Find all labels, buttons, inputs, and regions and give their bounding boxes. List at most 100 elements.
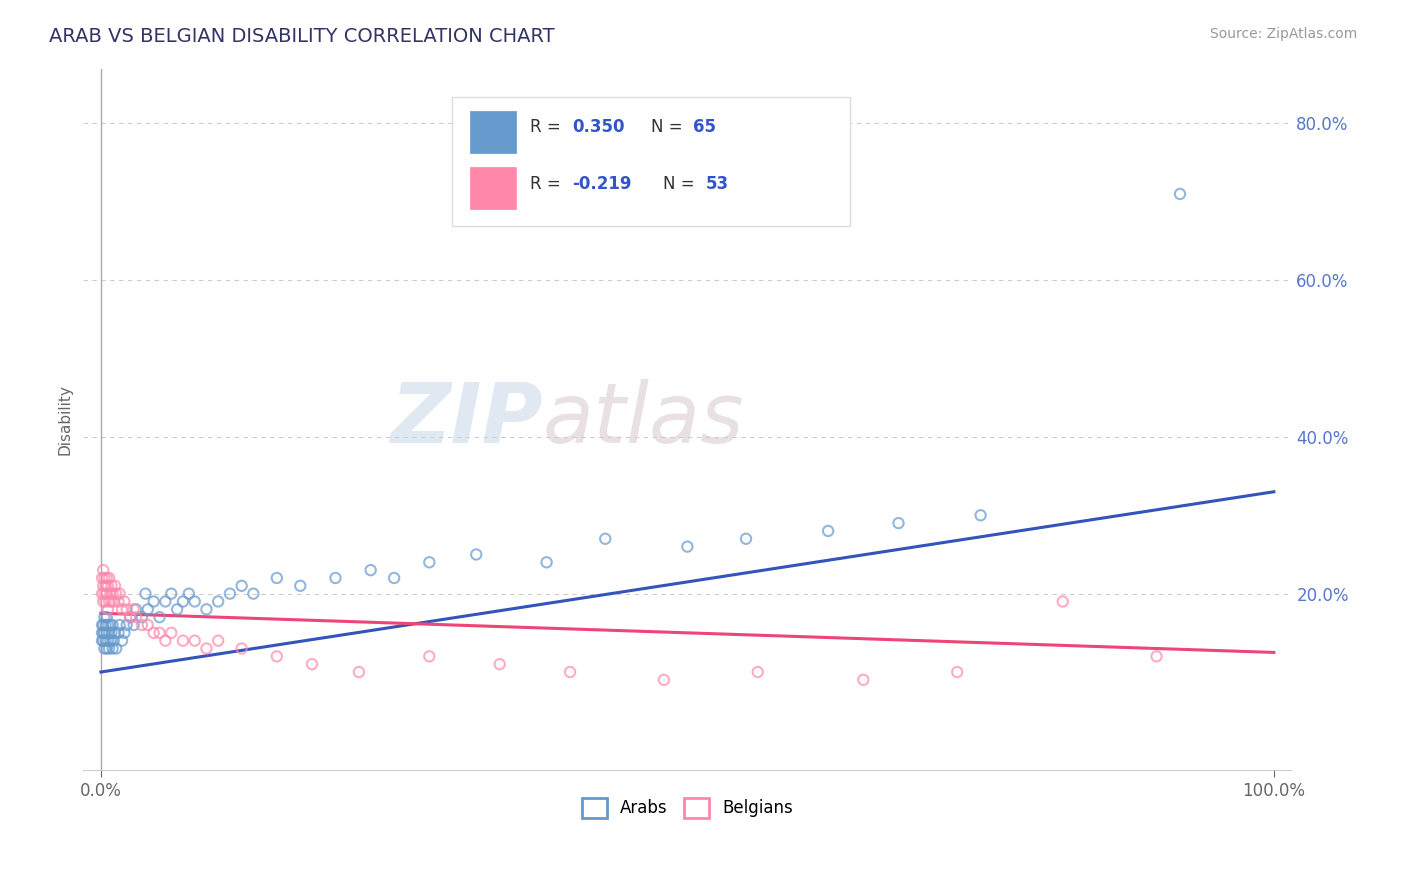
Point xyxy=(172,633,194,648)
Point xyxy=(105,587,128,601)
Point xyxy=(93,587,115,601)
Point xyxy=(97,579,120,593)
Point xyxy=(103,633,125,648)
Point xyxy=(91,594,114,608)
Text: R =: R = xyxy=(530,118,567,136)
Point xyxy=(93,610,115,624)
Point xyxy=(131,618,153,632)
Point xyxy=(98,571,121,585)
Point xyxy=(593,532,616,546)
Point xyxy=(134,587,156,601)
Point xyxy=(969,508,991,523)
Point xyxy=(1168,186,1191,201)
Point xyxy=(131,610,153,624)
Point xyxy=(98,625,121,640)
Point xyxy=(160,587,183,601)
Point xyxy=(160,625,183,640)
Point xyxy=(98,618,121,632)
Point xyxy=(108,618,131,632)
Point xyxy=(105,641,128,656)
Point xyxy=(104,579,127,593)
Point xyxy=(219,587,242,601)
Point xyxy=(100,625,122,640)
Point xyxy=(91,633,114,648)
Point xyxy=(93,571,115,585)
Point xyxy=(111,633,134,648)
Point xyxy=(290,579,312,593)
Point xyxy=(747,665,769,679)
Point xyxy=(111,602,134,616)
Point xyxy=(91,587,114,601)
Text: 65: 65 xyxy=(693,118,717,136)
Point xyxy=(94,579,117,593)
Point xyxy=(96,641,118,656)
Point xyxy=(142,594,165,608)
Point xyxy=(148,610,170,624)
Point xyxy=(97,602,120,616)
Point xyxy=(155,633,177,648)
Point xyxy=(125,610,148,624)
Point xyxy=(98,587,121,601)
Point xyxy=(465,548,488,562)
Point xyxy=(183,633,205,648)
Point xyxy=(104,625,127,640)
Point xyxy=(91,625,114,640)
Text: R =: R = xyxy=(530,175,567,194)
Point xyxy=(301,657,323,672)
Point xyxy=(112,625,135,640)
Point xyxy=(94,594,117,608)
Point xyxy=(91,625,114,640)
FancyBboxPatch shape xyxy=(470,167,516,209)
Point xyxy=(183,594,205,608)
Point xyxy=(91,633,114,648)
Text: -0.219: -0.219 xyxy=(572,175,633,194)
Point xyxy=(325,571,347,585)
Point xyxy=(136,602,159,616)
Point xyxy=(676,540,699,554)
Point xyxy=(98,641,121,656)
Point xyxy=(91,618,114,632)
Text: ARAB VS BELGIAN DISABILITY CORRELATION CHART: ARAB VS BELGIAN DISABILITY CORRELATION C… xyxy=(49,27,555,45)
Point xyxy=(207,594,229,608)
Point xyxy=(115,602,138,616)
Text: atlas: atlas xyxy=(543,379,744,459)
Point xyxy=(735,532,758,546)
Point xyxy=(96,610,118,624)
Point xyxy=(98,594,121,608)
Point xyxy=(207,633,229,648)
Point xyxy=(100,579,122,593)
Point xyxy=(946,665,969,679)
Point xyxy=(887,516,910,530)
Point xyxy=(231,641,253,656)
Point xyxy=(96,587,118,601)
Point xyxy=(652,673,675,687)
Point xyxy=(172,594,194,608)
Point xyxy=(418,555,440,569)
Text: Source: ZipAtlas.com: Source: ZipAtlas.com xyxy=(1209,27,1357,41)
Legend: Arabs, Belgians: Arabs, Belgians xyxy=(575,791,800,825)
Point xyxy=(148,625,170,640)
Point xyxy=(136,618,159,632)
Text: 53: 53 xyxy=(706,175,728,194)
Point xyxy=(142,625,165,640)
Y-axis label: Disability: Disability xyxy=(58,384,72,455)
Point xyxy=(852,673,875,687)
Point xyxy=(94,633,117,648)
Point xyxy=(91,618,114,632)
Point xyxy=(91,563,114,577)
Point xyxy=(93,641,115,656)
Text: N =: N = xyxy=(651,118,688,136)
Point xyxy=(97,618,120,632)
Text: N =: N = xyxy=(664,175,700,194)
Point xyxy=(177,587,200,601)
Point xyxy=(536,555,558,569)
Point xyxy=(122,618,145,632)
Point xyxy=(155,594,177,608)
Point xyxy=(347,665,370,679)
Point xyxy=(125,602,148,616)
Point xyxy=(91,571,114,585)
Point xyxy=(93,625,115,640)
Point xyxy=(112,594,135,608)
Point xyxy=(817,524,839,538)
Point xyxy=(558,665,581,679)
